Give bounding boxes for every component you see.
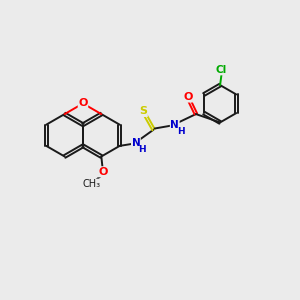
Text: O: O — [98, 167, 107, 177]
Text: N: N — [170, 120, 179, 130]
Text: Cl: Cl — [216, 65, 227, 75]
Text: S: S — [139, 106, 147, 116]
Text: N: N — [131, 138, 140, 148]
Text: CH₃: CH₃ — [82, 179, 101, 189]
Text: O: O — [78, 98, 88, 109]
Text: H: H — [139, 145, 146, 154]
Text: H: H — [177, 127, 185, 136]
Text: O: O — [183, 92, 192, 102]
